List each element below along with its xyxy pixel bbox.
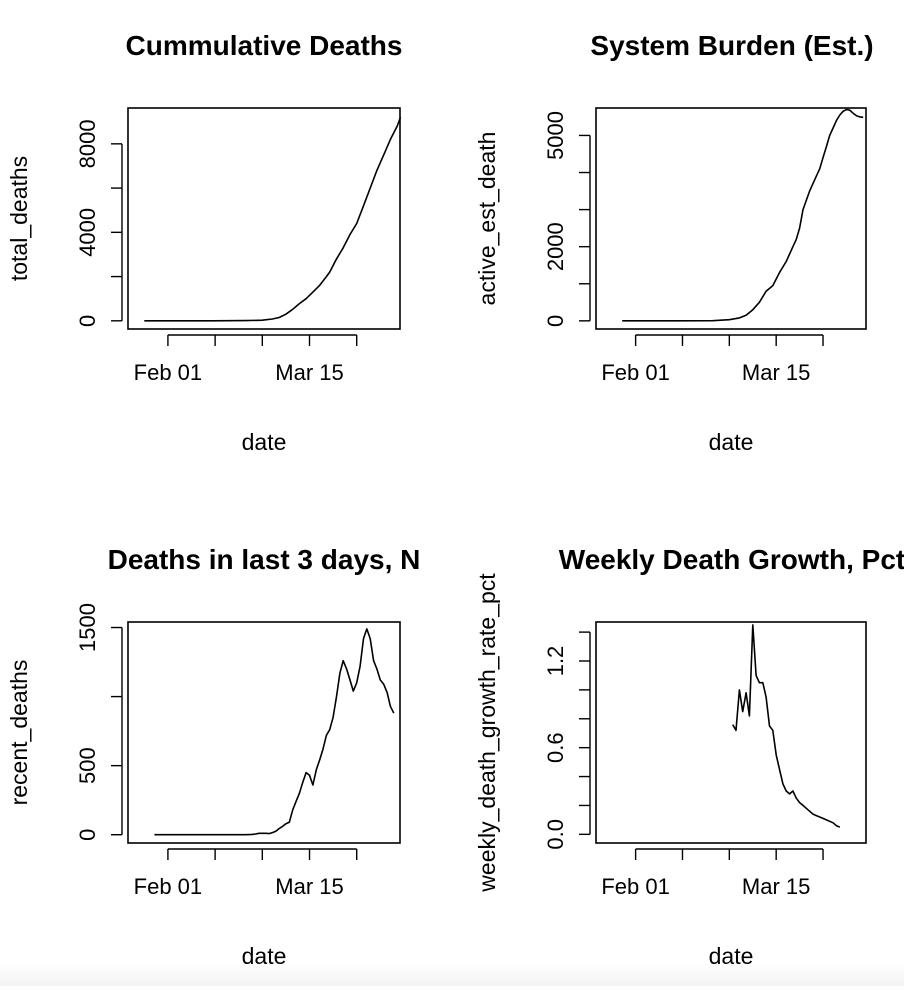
y-axis: 0 2000 5000 [543,111,591,327]
y-tick-label: 0.6 [543,732,568,763]
plot-frame [595,107,867,330]
series-line [144,117,402,322]
plot-frame [595,621,867,844]
x-axis: Feb 01 Mar 15 [134,848,358,899]
y-axis-label: active_est_death [474,132,500,306]
panel-title: Deaths in last 3 days, N [108,544,421,575]
y-tick-label: 1.2 [543,646,568,677]
x-tick-label: Feb 01 [601,874,670,899]
y-axis-label: recent_deaths [6,660,32,806]
x-tick-label: Mar 15 [742,360,810,385]
panel-weekly-growth: Weekly Death Growth, Pct date weekly_dea… [474,544,904,969]
y-tick-label: 5000 [543,111,568,160]
panel-system-burden: System Burden (Est.) date active_est_dea… [474,30,874,455]
y-tick-label: 0 [75,315,100,327]
y-axis: 0 500 1500 [75,603,123,841]
x-tick-label: Mar 15 [742,874,810,899]
y-axis-label: total_deaths [6,156,32,281]
x-axis: Feb 01 Mar 15 [601,334,824,385]
panel-recent-deaths: Deaths in last 3 days, N date recent_dea… [6,544,420,969]
panel-title: Cummulative Deaths [126,30,403,61]
y-tick-label: 0 [75,829,100,841]
panel-title: System Burden (Est.) [590,30,873,61]
x-axis-label: date [709,943,754,969]
x-axis-label: date [242,943,287,969]
y-tick-label: 2000 [543,222,568,271]
plot-frame [127,621,401,844]
x-axis: Feb 01 Mar 15 [134,334,358,385]
panel-title: Weekly Death Growth, Pct [559,544,904,575]
x-tick-label: Mar 15 [275,874,343,899]
x-tick-label: Feb 01 [134,874,203,899]
y-tick-label: 1500 [75,603,100,652]
x-axis-label: date [709,429,754,455]
plot-frame [127,107,401,330]
y-tick-label: 8000 [75,119,100,168]
y-tick-label: 0 [543,315,568,327]
x-axis-label: date [242,429,287,455]
y-axis-label: weekly_death_growth_rate_pct [474,573,500,893]
series-line [622,108,864,322]
y-tick-label: 500 [75,747,100,784]
y-tick-label: 0.0 [543,819,568,850]
y-axis: 0.0 0.6 1.2 [543,631,591,850]
x-tick-label: Mar 15 [275,360,343,385]
x-tick-label: Feb 01 [134,360,203,385]
x-tick-label: Feb 01 [601,360,670,385]
x-axis: Feb 01 Mar 15 [601,848,824,899]
y-axis: 0 4000 8000 [75,119,123,327]
series-line [154,628,395,836]
y-tick-label: 4000 [75,208,100,257]
series-line [732,624,841,828]
panel-cumulative-deaths: Cummulative Deaths date total_deaths Feb… [6,30,402,455]
